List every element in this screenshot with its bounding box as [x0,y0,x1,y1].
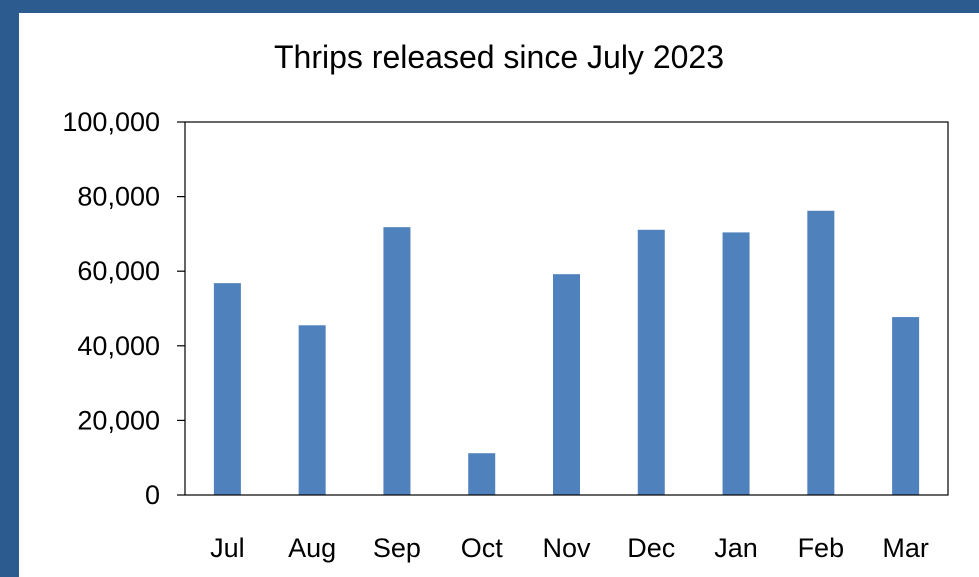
bar-jul [213,283,241,495]
bar-sep [383,227,411,495]
bar-aug [298,325,326,495]
x-tick-label: Jan [714,533,758,563]
bar-oct [468,453,496,495]
bars-group [213,210,920,496]
x-tick-label: Oct [461,533,504,563]
x-tick-label: Jul [210,533,245,563]
bar-feb [807,210,835,496]
y-axis-ticks: 0 20,000 40,000 60,000 80,000 100,000 [62,107,185,510]
y-tick-label: 40,000 [77,331,160,361]
x-tick-label: Nov [542,533,591,563]
x-tick-label: Dec [627,533,675,563]
bar-nov [553,274,580,495]
bar-dec [637,229,665,495]
x-tick-label: Mar [882,533,929,563]
x-tick-label: Feb [798,533,845,563]
bar-mar [892,317,920,495]
y-tick-label: 60,000 [77,256,160,286]
x-tick-label: Aug [288,533,336,563]
bar-jan [722,232,750,495]
y-tick-label: 80,000 [77,182,160,212]
y-tick-label: 20,000 [77,405,160,435]
plot-area-border [184,121,949,496]
y-tick-label: 100,000 [62,107,160,137]
x-tick-label: Sep [373,533,421,563]
x-axis-ticks: Jul Aug Sep Oct Nov Dec Jan Feb Mar [210,533,929,563]
y-tick-label: 0 [145,480,160,510]
chart-title: Thrips released since July 2023 [274,39,724,75]
